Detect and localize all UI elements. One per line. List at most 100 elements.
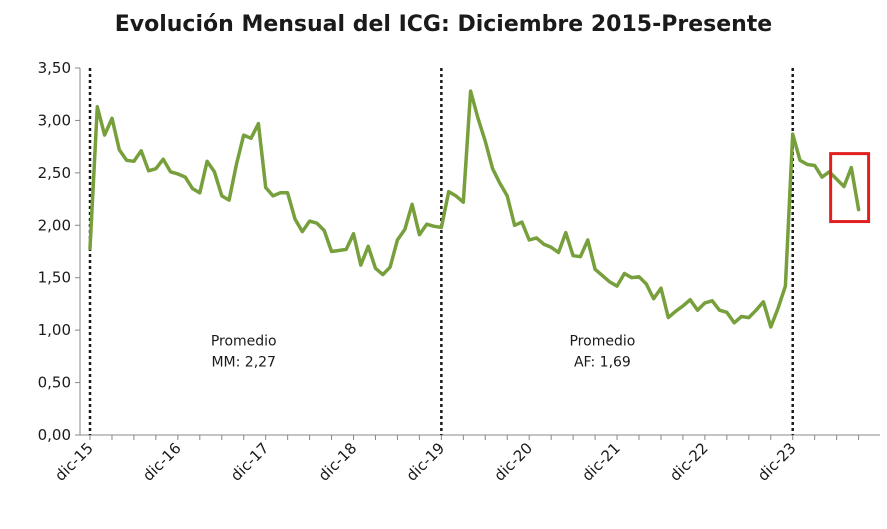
- highlight-box: [829, 152, 871, 224]
- data-point: [528, 239, 530, 241]
- annotation-text: Promedio: [211, 333, 277, 349]
- data-point: [836, 178, 838, 180]
- data-point: [492, 168, 494, 170]
- y-tick-label: 3,50: [38, 59, 71, 77]
- annotation-text: AF: 1,69: [574, 354, 631, 370]
- data-point: [440, 226, 442, 228]
- data-point: [777, 307, 779, 309]
- data-point: [352, 233, 355, 235]
- data-point: [660, 287, 662, 289]
- data-point: [243, 134, 245, 136]
- data-point: [418, 234, 420, 236]
- data-point: [572, 255, 574, 257]
- data-point: [162, 158, 164, 160]
- data-point: [309, 220, 311, 222]
- data-point: [199, 192, 201, 194]
- data-point: [748, 316, 750, 319]
- data-point: [250, 137, 252, 139]
- data-point: [118, 149, 120, 151]
- data-point: [814, 164, 816, 167]
- data-point: [850, 167, 852, 169]
- data-point: [184, 176, 186, 178]
- data-point: [784, 285, 787, 287]
- series-line: [88, 89, 861, 329]
- data-point: [287, 192, 289, 194]
- y-tick-label: 1,50: [38, 269, 71, 287]
- y-tick-label: 0,50: [38, 374, 71, 392]
- data-point: [653, 298, 655, 300]
- data-point: [147, 170, 150, 172]
- x-tick-label: dic-20: [490, 439, 536, 485]
- axes: 0,00 0,50 1,00 1,50 2,00 2,50 3,00 3,50 dic-15 di…: [38, 59, 880, 485]
- data-point: [126, 159, 128, 161]
- data-point: [206, 160, 208, 162]
- data-point: [638, 276, 640, 278]
- data-point: [396, 239, 399, 241]
- period-dividers: [88, 68, 794, 435]
- data-point: [682, 305, 684, 307]
- data-point: [616, 285, 618, 287]
- x-tick-label: dic-17: [227, 439, 273, 485]
- data-point: [411, 203, 413, 205]
- data-point: [762, 301, 765, 303]
- data-point: [301, 230, 303, 233]
- data-point: [89, 247, 91, 249]
- x-tick-label: dic-21: [578, 439, 624, 485]
- data-point: [389, 266, 391, 268]
- data-point: [235, 163, 237, 166]
- data-point: [733, 322, 735, 324]
- data-point: [770, 326, 772, 328]
- data-point: [330, 250, 333, 253]
- data-point: [601, 275, 604, 277]
- data-point: [623, 272, 625, 275]
- data-point: [609, 281, 611, 283]
- data-point: [177, 173, 179, 175]
- data-point: [499, 182, 501, 184]
- data-point: [272, 195, 274, 197]
- data-point: [704, 302, 706, 304]
- data-point: [367, 245, 369, 247]
- data-point: [111, 117, 113, 119]
- data-point: [294, 218, 296, 220]
- data-point: [565, 232, 567, 234]
- data-point: [843, 185, 845, 188]
- data-point: [316, 222, 318, 224]
- data-point: [711, 300, 713, 302]
- data-point: [740, 315, 743, 318]
- x-tick-label: dic-16: [139, 439, 185, 485]
- data-point: [374, 267, 377, 269]
- data-point: [382, 273, 384, 276]
- data-point: [543, 243, 545, 245]
- data-point: [506, 195, 508, 197]
- series-layer: [88, 89, 861, 329]
- data-point: [279, 192, 281, 194]
- y-tick-label: 0,00: [38, 426, 71, 444]
- data-point: [594, 268, 596, 270]
- data-point: [448, 191, 450, 193]
- data-point: [433, 225, 435, 227]
- data-point: [404, 228, 406, 231]
- annotations: Promedio MM: 2,27 Promedio AF: 1,69: [211, 333, 635, 370]
- data-point: [726, 311, 728, 313]
- data-point: [799, 159, 801, 161]
- x-tick-label: dic-22: [666, 439, 712, 485]
- data-point: [462, 201, 464, 203]
- data-point: [470, 90, 472, 92]
- data-point: [228, 199, 230, 201]
- data-point: [579, 256, 582, 258]
- data-point: [521, 221, 523, 223]
- data-point: [675, 310, 677, 312]
- data-point: [257, 122, 259, 125]
- data-point: [104, 134, 106, 136]
- data-point: [221, 195, 223, 197]
- data-point: [667, 316, 669, 319]
- data-point: [265, 186, 267, 189]
- data-point: [484, 140, 486, 142]
- data-point: [792, 133, 794, 135]
- data-point: [587, 239, 589, 241]
- data-point: [718, 309, 721, 311]
- data-point: [557, 251, 560, 254]
- x-tick-label: dic-15: [51, 439, 97, 485]
- data-point: [169, 171, 172, 173]
